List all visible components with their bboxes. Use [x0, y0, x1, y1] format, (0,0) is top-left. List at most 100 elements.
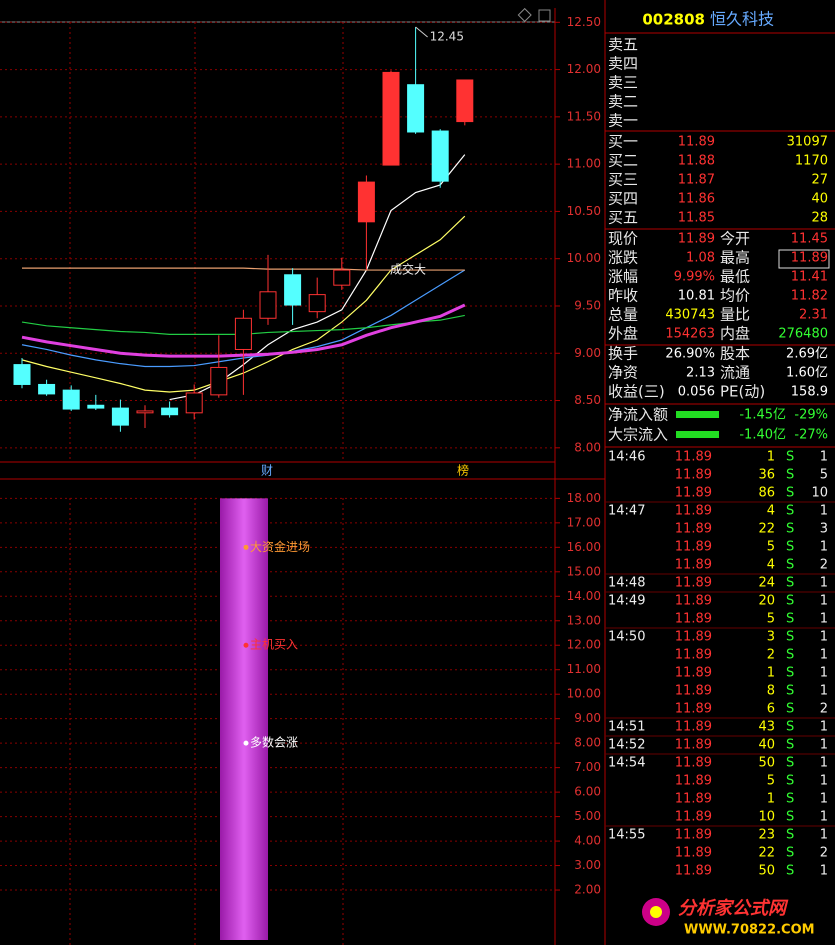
candle-body	[333, 269, 351, 286]
ask-label: 卖三	[608, 74, 638, 92]
candle-body	[161, 407, 179, 416]
bid-price: 11.89	[678, 135, 715, 150]
candle-body	[357, 181, 375, 223]
quote-label: 流通	[720, 364, 750, 382]
bid-volume: 1170	[795, 154, 828, 169]
x-marker: 财	[261, 464, 273, 478]
flow-label: 大宗流入	[608, 426, 668, 444]
trade-side: S	[786, 450, 794, 465]
watermark: 分析家公式网 WWW.70822.COM	[642, 898, 815, 938]
close-icon[interactable]	[538, 9, 551, 22]
trade-side: S	[786, 630, 794, 645]
quote-value: 430743	[665, 308, 715, 323]
trade-count: 1	[820, 864, 828, 879]
y-tick-label: 11.00	[567, 157, 601, 171]
stock-code: 002808	[642, 11, 705, 29]
quote-value: 158.9	[791, 385, 828, 400]
candle-body	[136, 410, 154, 414]
quote-label: 净资	[608, 364, 638, 382]
y-tick-label: 18.00	[567, 491, 601, 505]
trade-price: 11.89	[675, 648, 712, 663]
trade-price: 11.89	[675, 810, 712, 825]
trade-count: 1	[820, 576, 828, 591]
trade-time: 14:47	[608, 504, 645, 519]
ask-label: 卖五	[608, 36, 638, 54]
quote-label: 收益(三)	[608, 383, 665, 401]
flow-percent: -27%	[794, 428, 828, 443]
y-tick-label: 9.00	[574, 346, 601, 360]
logo	[650, 906, 662, 918]
trade-side: S	[786, 756, 794, 771]
quote-value: 26.90%	[665, 347, 715, 362]
trade-side: S	[786, 792, 794, 807]
y-tick-label: 10.00	[567, 687, 601, 701]
quote-label: 总量	[608, 306, 638, 324]
vertical-grid	[69, 22, 344, 945]
bid-volume: 31097	[787, 135, 828, 150]
trade-side: S	[786, 810, 794, 825]
quote-value: 0.056	[678, 385, 715, 400]
y-tick-label: 12.00	[567, 62, 601, 76]
quote-label: 涨幅	[608, 268, 638, 286]
quote-label: 量比	[720, 306, 750, 324]
diamond-icon[interactable]	[517, 7, 532, 23]
flow-bar	[676, 431, 719, 438]
y-tick-label: 8.00	[574, 736, 601, 750]
quote-value: 11.45	[791, 232, 828, 247]
trade-count: 1	[820, 630, 828, 645]
trade-time: 14:51	[608, 720, 645, 735]
trade-count: 1	[820, 720, 828, 735]
y-tick-label: 14.00	[567, 589, 601, 603]
panel-lines	[605, 32, 835, 448]
bid-price: 11.88	[678, 154, 715, 169]
trade-count: 3	[820, 522, 828, 537]
trade-count: 1	[820, 594, 828, 609]
candle-body	[456, 79, 474, 123]
trade-volume: 10	[758, 810, 775, 825]
trade-side: S	[786, 648, 794, 663]
trade-price: 11.89	[675, 738, 712, 753]
trade-price: 11.89	[675, 666, 712, 681]
candle-body	[210, 366, 228, 396]
quote-label: 现价	[608, 230, 638, 248]
trade-count: 1	[820, 810, 828, 825]
trade-price: 11.89	[675, 522, 712, 537]
trade-side: S	[786, 774, 794, 789]
y-tick-label: 4.00	[574, 834, 601, 848]
bid-price: 11.87	[678, 173, 715, 188]
flow-label: 净流入额	[608, 406, 668, 424]
trade-side: S	[786, 540, 794, 555]
trade-side: S	[786, 486, 794, 501]
stock-name: 恒久科技	[710, 10, 774, 29]
y-tick-label: 9.00	[574, 711, 601, 725]
bid-label: 买二	[608, 152, 638, 170]
x-marker: 榜	[457, 463, 469, 478]
trade-side: S	[786, 702, 794, 717]
trade-volume: 40	[758, 738, 775, 753]
trade-volume: 22	[758, 522, 775, 537]
trade-count: 1	[820, 756, 828, 771]
trade-count: 10	[811, 486, 828, 501]
trade-count: 1	[820, 504, 828, 519]
trade-price: 11.89	[675, 504, 712, 519]
candle-body	[259, 291, 277, 319]
y-tick-label: 8.00	[574, 440, 601, 454]
trade-count: 1	[820, 792, 828, 807]
trade-count: 1	[820, 774, 828, 789]
trade-side: S	[786, 666, 794, 681]
trade-time: 14:52	[608, 738, 645, 753]
trade-side: S	[786, 558, 794, 573]
trade-side: S	[786, 576, 794, 591]
trade-side: S	[786, 846, 794, 861]
trade-count: 1	[820, 684, 828, 699]
trade-volume: 3	[767, 630, 775, 645]
y-tick-label: 7.00	[574, 760, 601, 774]
trade-volume: 22	[758, 846, 775, 861]
candle-body	[234, 317, 252, 350]
trade-price: 11.89	[675, 792, 712, 807]
bid-label: 买三	[608, 171, 638, 189]
trade-price: 11.89	[675, 720, 712, 735]
candle-body	[407, 84, 425, 133]
flow-value: -1.40亿	[739, 428, 786, 443]
